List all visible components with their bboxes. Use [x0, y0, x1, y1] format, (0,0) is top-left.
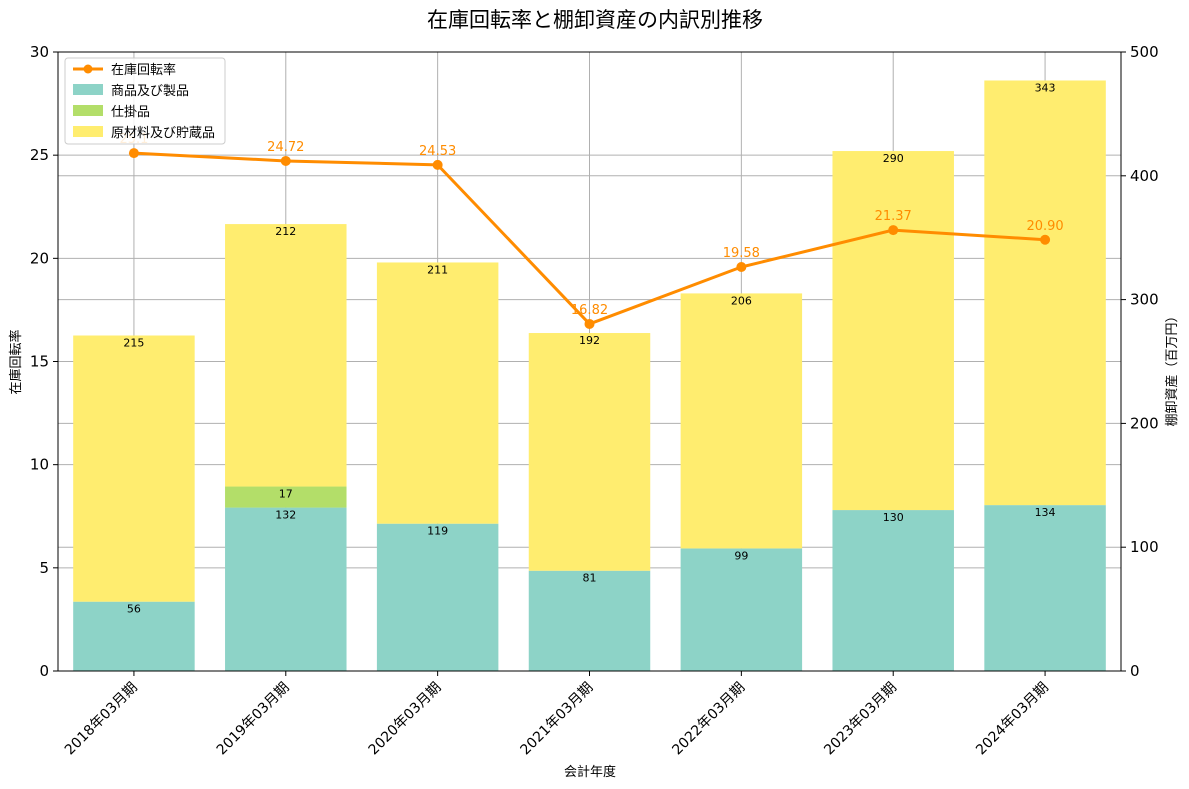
bar-segment — [225, 486, 347, 508]
bar-segment — [680, 293, 803, 549]
legend-label: 在庫回転率 — [111, 62, 176, 78]
y-tick-label-left: 30 — [30, 43, 49, 61]
legend-label: 原材料及び貯蔵品 — [111, 126, 215, 141]
bar-segment — [680, 548, 803, 671]
legend-label: 仕掛品 — [111, 105, 150, 120]
turnover-point — [128, 148, 139, 159]
bar-segment — [73, 601, 195, 671]
bar-value-label: 134 — [1035, 506, 1056, 519]
y-axis-label-left: 在庫回転率 — [8, 329, 24, 394]
turnover-value-label: 16.82 — [571, 303, 608, 318]
bar-value-label: 81 — [583, 572, 597, 585]
y-tick-label-right: 400 — [1130, 167, 1159, 185]
bar-value-label: 56 — [127, 603, 141, 616]
bar-segment — [984, 505, 1106, 671]
y-tick-label-left: 25 — [30, 146, 49, 164]
bar-segment — [528, 570, 651, 671]
y-tick-label-right: 200 — [1130, 414, 1159, 432]
bar-segment — [832, 510, 954, 671]
turnover-point — [432, 159, 443, 170]
bar-value-label: 290 — [883, 152, 904, 165]
bar-value-label: 119 — [427, 525, 448, 538]
legend-box — [64, 57, 226, 145]
turnover-point — [584, 318, 595, 329]
x-tick-label: 2018年03月期 — [62, 680, 141, 759]
y-tick-label-left: 15 — [30, 353, 49, 371]
turnover-value-label: 19.58 — [723, 246, 760, 261]
bar-segment — [225, 224, 347, 487]
bar-labels: 56 132 119 81 99 130 134 17 215 212 211 192 206 290 34… — [123, 81, 1055, 615]
bar-segment — [984, 80, 1106, 506]
y-tick-label-right: 100 — [1130, 538, 1159, 556]
bar-value-label: 192 — [579, 334, 600, 347]
legend-swatch — [73, 84, 103, 95]
bar-value-label: 343 — [1035, 81, 1056, 94]
x-tick-label: 2021年03月期 — [518, 680, 597, 759]
y-tick-label-right: 0 — [1130, 662, 1140, 680]
bar-value-label: 17 — [279, 488, 293, 501]
bar-segment — [73, 335, 195, 602]
legend-point-marker — [83, 64, 93, 74]
turnover-point — [888, 225, 899, 236]
x-tick-label: 2022年03月期 — [669, 680, 748, 759]
bar-value-label: 211 — [427, 263, 448, 276]
x-tick-label: 2024年03月期 — [973, 680, 1052, 759]
x-axis-label: 会計年度 — [564, 764, 616, 780]
y-tick-label-left: 20 — [30, 249, 49, 267]
y-tick-label-left: 5 — [39, 559, 49, 577]
turnover-value-label: 21.37 — [875, 209, 912, 224]
legend-swatch — [73, 105, 103, 116]
y-tick-label-right: 300 — [1130, 291, 1159, 309]
turnover-point — [1040, 234, 1051, 245]
bar-value-label: 132 — [275, 509, 296, 522]
bars — [73, 80, 1106, 671]
legend-swatch — [73, 126, 103, 137]
y-tick-label-right: 500 — [1130, 43, 1159, 61]
bar-segment — [832, 151, 954, 511]
bar-segment — [376, 523, 499, 671]
bar-value-label: 215 — [123, 337, 144, 350]
bar-segment — [528, 333, 651, 571]
y-axis-label-right: 棚卸資産（百万円） — [1164, 309, 1180, 426]
bar-value-label: 212 — [275, 225, 296, 238]
y-tick-label-left: 0 — [39, 662, 49, 680]
turnover-value-label: 24.53 — [419, 144, 456, 159]
turnover-point — [280, 155, 291, 166]
turnover-value-label: 24.72 — [267, 140, 304, 155]
bar-value-label: 206 — [731, 294, 752, 307]
bar-segment — [225, 507, 347, 671]
x-tick-label: 2023年03月期 — [821, 680, 900, 759]
y-tick-label-left: 10 — [30, 456, 49, 474]
bar-value-label: 99 — [734, 549, 748, 562]
turnover-point — [736, 261, 747, 272]
x-tick-label: 2019年03月期 — [214, 680, 293, 759]
chart-title: 在庫回転率と棚卸資産の内訳別推移 — [427, 8, 763, 32]
turnover-value-label: 20.90 — [1026, 219, 1063, 234]
legend-label: 商品及び製品 — [111, 84, 189, 99]
x-tick-label: 2020年03月期 — [366, 680, 445, 759]
bar-value-label: 130 — [883, 511, 904, 524]
bar-segment — [376, 262, 499, 524]
